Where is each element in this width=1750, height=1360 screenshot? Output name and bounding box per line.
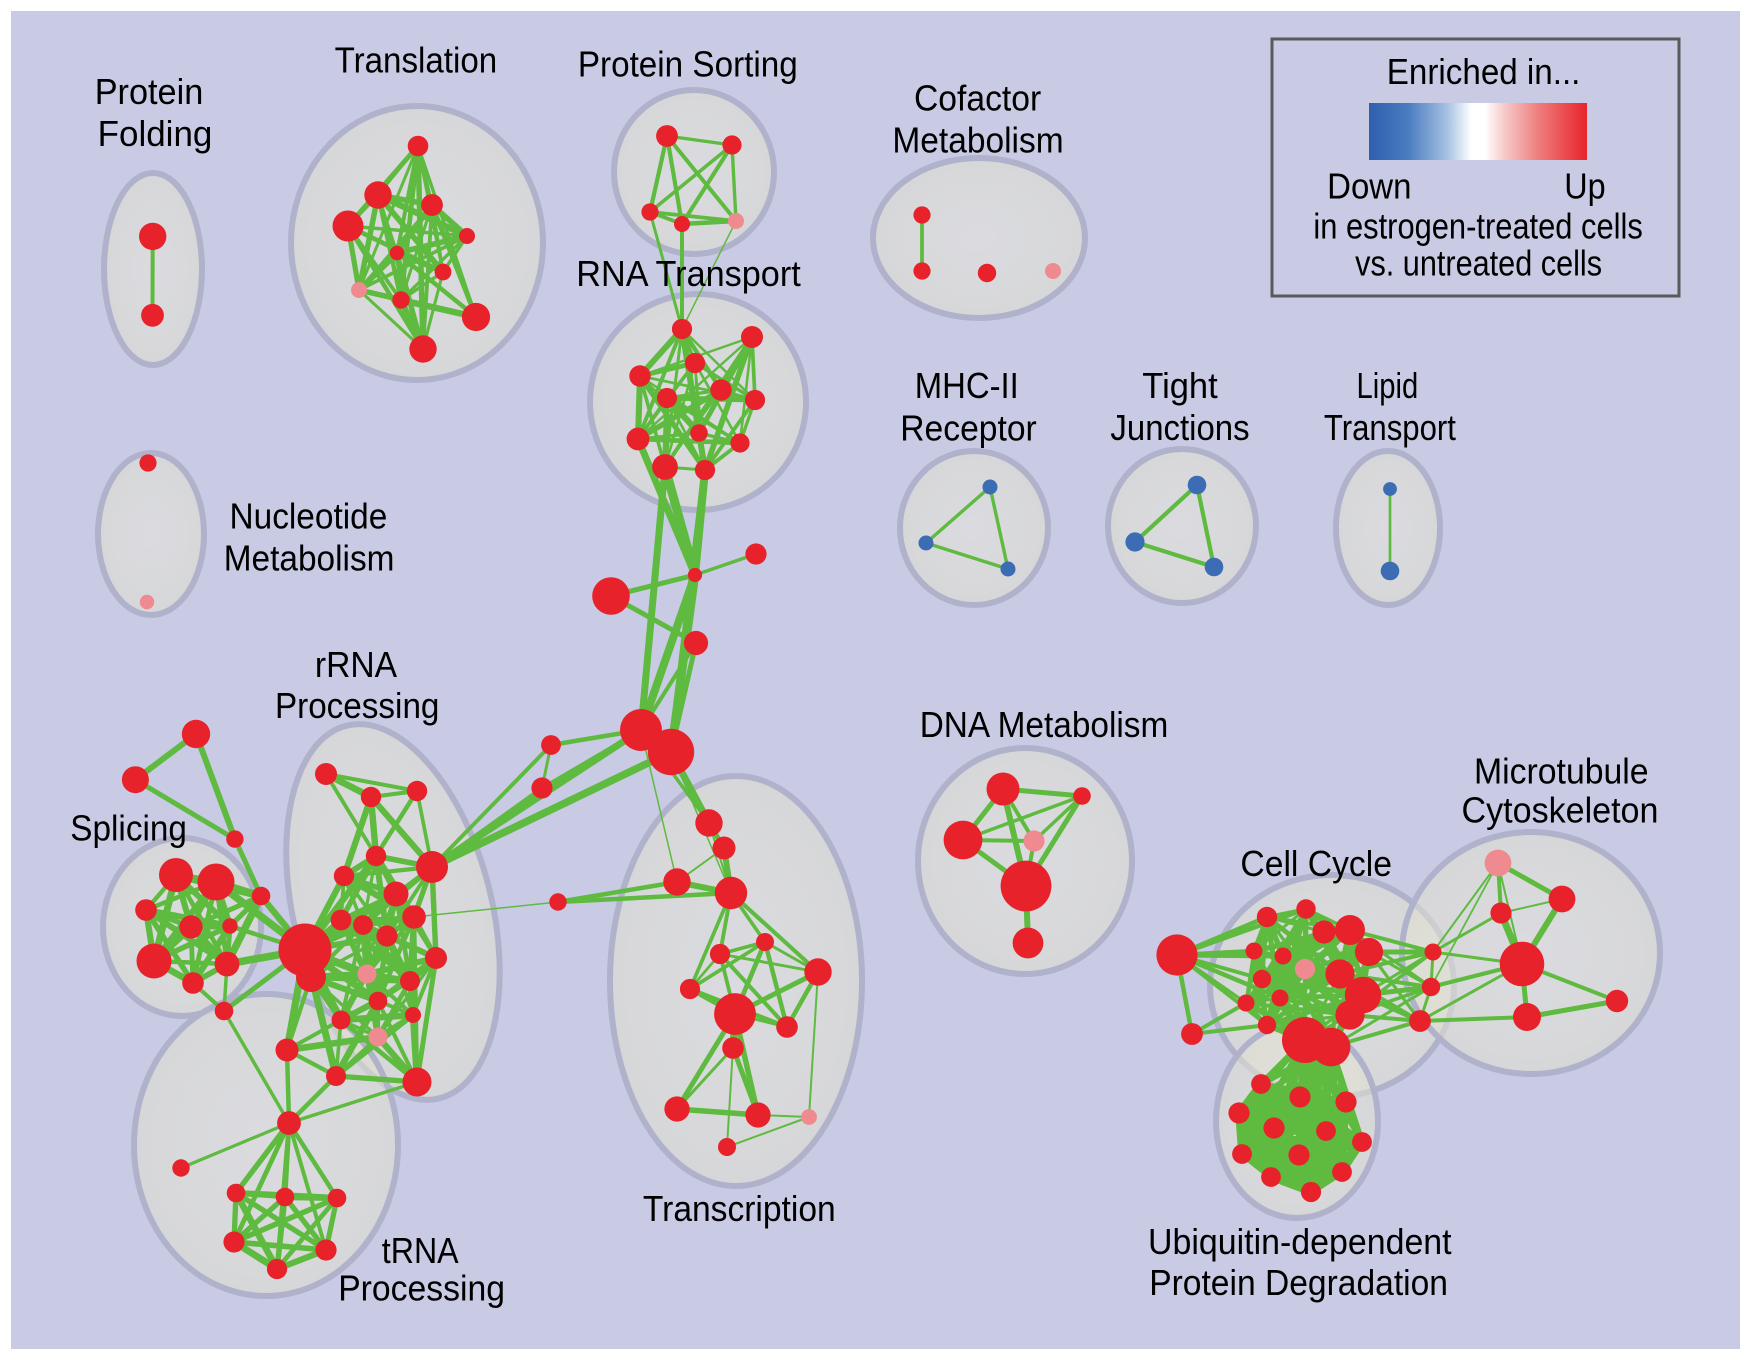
svg-text:Tight: Tight xyxy=(1142,365,1217,406)
svg-text:Ubiquitin-dependent: Ubiquitin-dependent xyxy=(1148,1221,1452,1262)
svg-text:Transport: Transport xyxy=(1324,407,1456,448)
svg-text:Cell Cycle: Cell Cycle xyxy=(1240,843,1392,884)
svg-text:Folding: Folding xyxy=(98,113,213,154)
svg-text:Enriched in...: Enriched in... xyxy=(1387,51,1581,92)
svg-text:vs. untreated cells: vs. untreated cells xyxy=(1355,243,1602,284)
svg-text:Cofactor: Cofactor xyxy=(914,78,1041,119)
svg-text:RNA Transport: RNA Transport xyxy=(576,253,801,294)
svg-text:Protein Sorting: Protein Sorting xyxy=(578,43,798,84)
svg-text:Cytoskeleton: Cytoskeleton xyxy=(1462,789,1659,830)
svg-text:Metabolism: Metabolism xyxy=(892,120,1063,161)
svg-text:in estrogen-treated cells: in estrogen-treated cells xyxy=(1313,206,1642,247)
svg-text:Transcription: Transcription xyxy=(643,1188,836,1229)
svg-text:Protein: Protein xyxy=(95,71,204,112)
svg-text:Metabolism: Metabolism xyxy=(224,537,395,578)
svg-text:Up: Up xyxy=(1564,166,1605,207)
svg-text:Receptor: Receptor xyxy=(900,407,1037,448)
svg-text:Protein Degradation: Protein Degradation xyxy=(1149,1262,1448,1303)
svg-text:Translation: Translation xyxy=(335,40,498,81)
svg-text:DNA Metabolism: DNA Metabolism xyxy=(920,704,1169,745)
svg-text:Microtubule: Microtubule xyxy=(1474,750,1649,791)
svg-text:rRNA: rRNA xyxy=(315,644,397,685)
svg-text:Junctions: Junctions xyxy=(1110,407,1249,448)
svg-text:Lipid: Lipid xyxy=(1357,365,1419,406)
svg-text:tRNA: tRNA xyxy=(382,1230,459,1271)
svg-text:MHC-II: MHC-II xyxy=(915,365,1019,406)
svg-text:Processing: Processing xyxy=(338,1267,505,1308)
svg-text:Processing: Processing xyxy=(275,685,440,726)
svg-text:Splicing: Splicing xyxy=(70,807,187,848)
svg-text:Nucleotide: Nucleotide xyxy=(230,495,388,536)
svg-text:Down: Down xyxy=(1327,166,1411,207)
